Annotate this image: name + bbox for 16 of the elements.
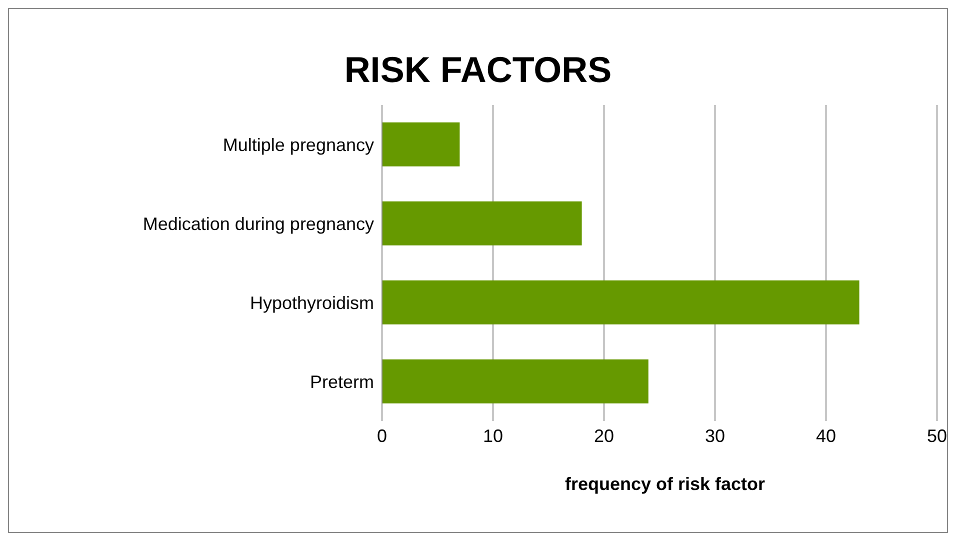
x-tick-label: 0 [376,426,388,446]
x-tick-label: 30 [704,426,726,446]
bar [382,280,860,324]
bar [382,122,460,166]
y-tick-label: Medication during pregnancy [142,214,374,234]
x-tick-label: 40 [816,426,836,446]
x-axis-title: frequency of risk factor [564,474,766,495]
x-tick-label: 10 [482,426,504,446]
x-tick-label: 50 [926,426,948,446]
x-tick-label: 20 [594,426,614,446]
y-tick-label: Preterm [310,372,374,392]
bar [382,201,582,246]
y-tick-label: Multiple pregnancy [222,134,374,155]
y-tick-label: Hypothyroidism [250,292,374,313]
bar [382,359,648,404]
chart-title: RISK FACTORS [343,49,613,91]
